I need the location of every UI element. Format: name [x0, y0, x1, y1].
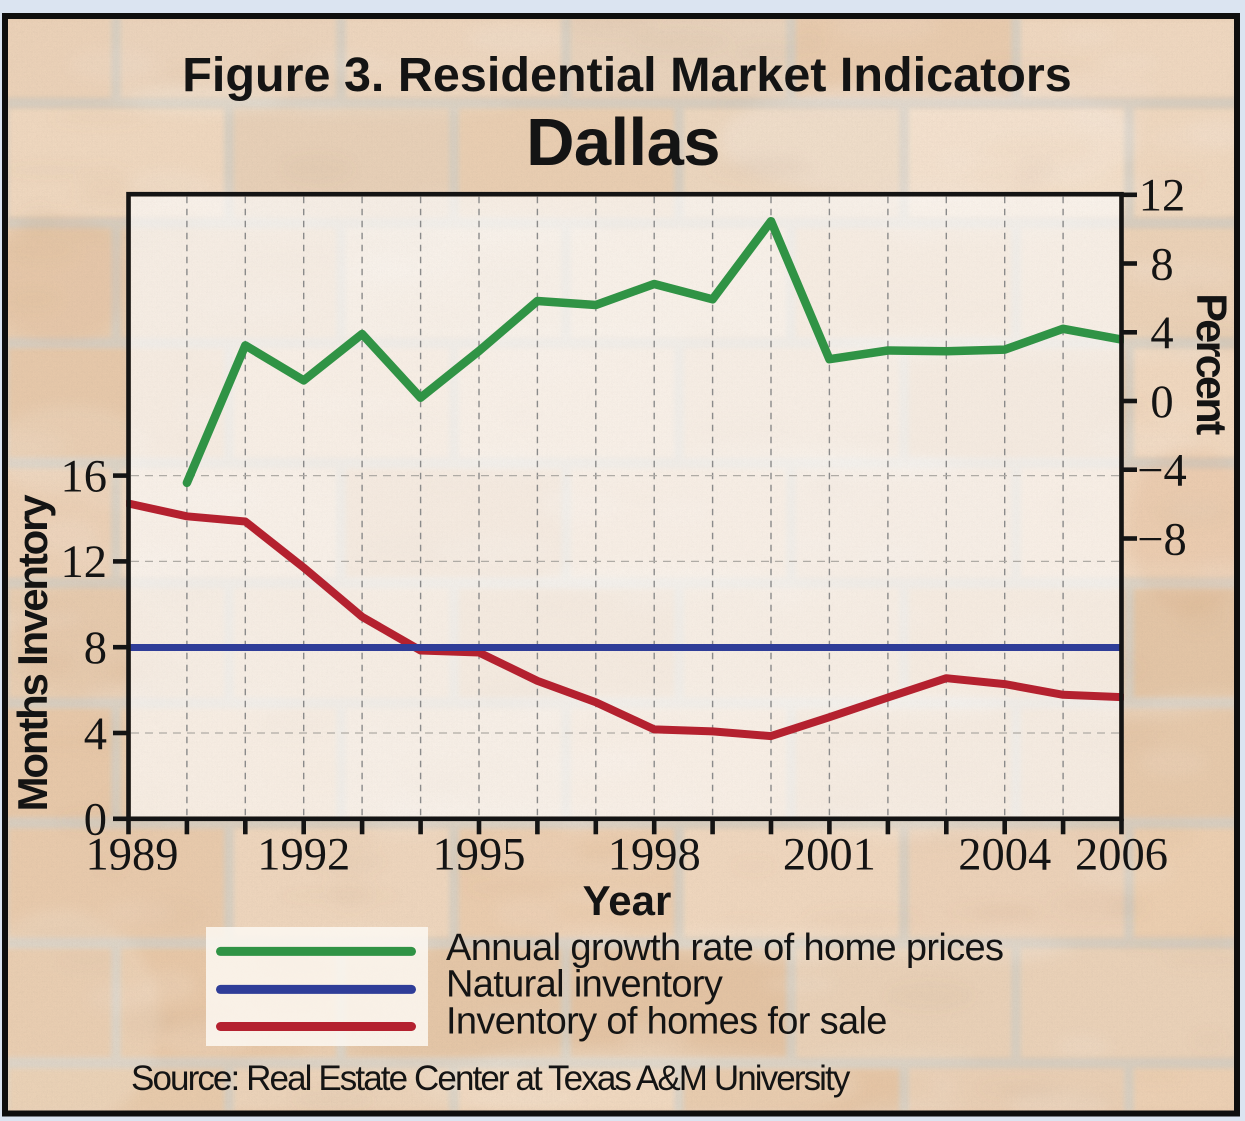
svg-text:Percent: Percent [1187, 293, 1235, 435]
svg-text:Natural inventory: Natural inventory [446, 964, 723, 1006]
svg-text:1989: 1989 [86, 830, 179, 881]
svg-text:8: 8 [1150, 239, 1173, 290]
svg-text:Year: Year [583, 877, 672, 924]
svg-text:1995: 1995 [433, 830, 526, 881]
svg-text:Figure 3. Residential Market I: Figure 3. Residential Market Indicators [182, 48, 1071, 102]
svg-text:12: 12 [1139, 171, 1186, 222]
svg-text:2001: 2001 [783, 830, 876, 881]
svg-text:1992: 1992 [257, 830, 350, 881]
svg-text:0: 0 [84, 795, 107, 846]
svg-text:16: 16 [61, 451, 108, 502]
svg-text:4: 4 [1150, 308, 1173, 359]
svg-text:Dallas: Dallas [526, 105, 720, 180]
svg-text:12: 12 [61, 537, 108, 588]
svg-text:2004: 2004 [958, 830, 1051, 881]
svg-text:8: 8 [84, 623, 107, 674]
svg-text:Months Inventory: Months Inventory [9, 494, 56, 812]
svg-text:2006: 2006 [1075, 830, 1168, 881]
svg-text:−4: −4 [1137, 446, 1186, 497]
svg-text:1998: 1998 [608, 830, 701, 881]
svg-text:4: 4 [84, 709, 107, 760]
svg-text:Inventory of homes for sale: Inventory of homes for sale [446, 1001, 887, 1043]
svg-text:−8: −8 [1137, 514, 1186, 565]
svg-text:Annual growth rate of home pri: Annual growth rate of home prices [446, 927, 1003, 969]
svg-text:0: 0 [1150, 377, 1173, 428]
svg-text:Source: Real Estate Center at: Source: Real Estate Center at Texas A&M … [131, 1059, 851, 1098]
